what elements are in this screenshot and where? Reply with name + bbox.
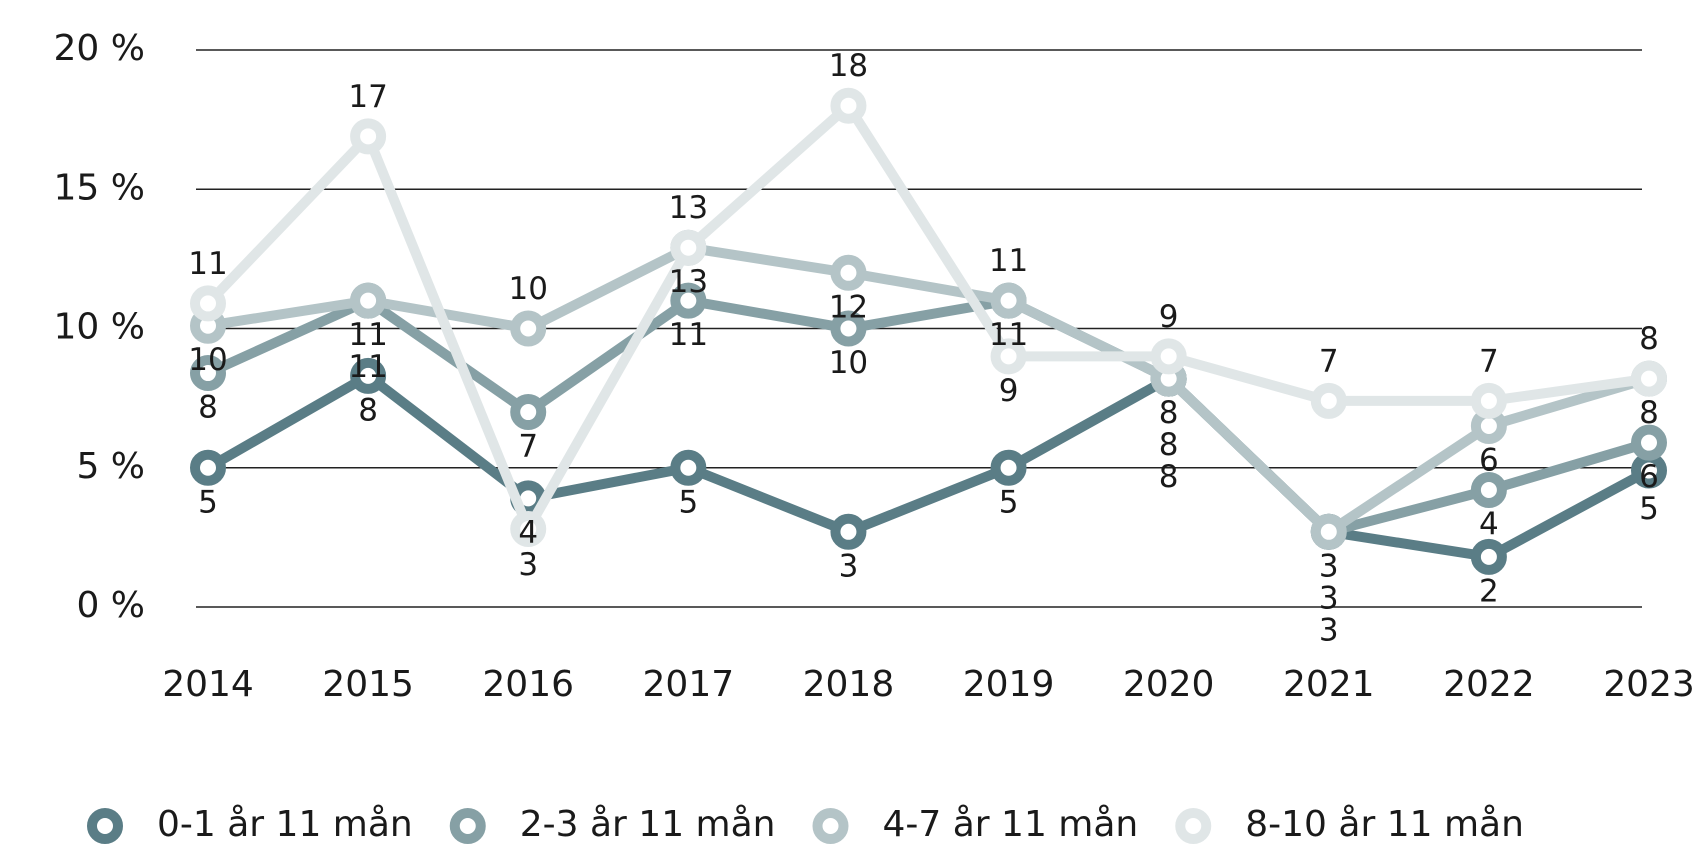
point: [510, 394, 547, 431]
data-label: 3: [1319, 580, 1339, 616]
data-label: 3: [839, 548, 859, 584]
point: [1631, 360, 1667, 397]
data-label: 3: [518, 547, 538, 583]
point: [990, 338, 1027, 375]
legend-label: 4-7 år 11 mån: [883, 804, 1139, 845]
series-line: [204, 100, 1650, 535]
data-label: 8: [358, 392, 378, 428]
y-tick-label: 15 %: [54, 167, 145, 208]
x-tick-label: 2022: [1443, 664, 1535, 705]
data-label: 8: [198, 390, 218, 426]
data-label: 9: [999, 373, 1019, 409]
x-tick-label: 2023: [1603, 664, 1695, 705]
data-label: 10: [188, 342, 227, 378]
point: [190, 355, 226, 392]
y-tick-label: 10 %: [54, 307, 145, 348]
legend-marker: [1175, 808, 1212, 844]
data-label: 11: [188, 246, 227, 282]
series-line: [205, 295, 1651, 537]
legend-marker: [449, 808, 486, 844]
point: [990, 282, 1027, 319]
data-label: 11: [348, 317, 387, 353]
point: [830, 254, 867, 291]
data-label: 7: [1319, 343, 1339, 379]
point: [1310, 382, 1347, 419]
point: [1470, 382, 1507, 419]
point: [990, 449, 1027, 486]
data-label: 17: [348, 79, 387, 115]
data-label: 12: [829, 289, 868, 325]
data-label: 10: [829, 345, 868, 381]
data-label: 8: [1159, 427, 1179, 463]
data-label: 4: [1479, 507, 1499, 543]
data-label: 5: [678, 484, 698, 520]
point: [190, 285, 226, 322]
data-label: 18: [829, 48, 868, 84]
data-label: 6: [1639, 459, 1659, 495]
y-tick-label: 5 %: [76, 446, 145, 487]
data-label: 8: [1159, 395, 1179, 431]
point: [1631, 424, 1667, 461]
point: [510, 310, 547, 347]
point: [670, 282, 707, 319]
data-label: 13: [669, 264, 708, 300]
data-label: 3: [1319, 548, 1339, 584]
point: [350, 118, 387, 155]
data-label: 5: [999, 484, 1019, 520]
data-label: 2: [1479, 573, 1499, 609]
data-label: 4: [518, 515, 538, 551]
x-tick-label: 2019: [963, 664, 1055, 705]
data-label: 9: [1159, 299, 1179, 335]
point: [830, 87, 867, 124]
data-label: 11: [989, 317, 1028, 353]
data-label: 8: [1639, 395, 1659, 431]
data-label: 13: [669, 190, 708, 226]
legend-label: 8-10 år 11 mån: [1245, 804, 1524, 845]
data-label: 11: [989, 243, 1028, 279]
point: [830, 310, 867, 347]
data-label: 8: [1159, 459, 1179, 495]
data-label: 11: [669, 317, 708, 353]
point: [670, 449, 707, 486]
point: [1470, 538, 1507, 575]
x-tick-label: 2014: [162, 664, 254, 705]
x-tick-label: 2018: [803, 664, 895, 705]
legend-label: 0-1 år 11 mån: [157, 804, 413, 845]
data-label: 6: [1479, 442, 1499, 478]
point: [1310, 513, 1347, 550]
point: [350, 282, 387, 319]
data-label: 5: [198, 484, 218, 520]
data-label: 3: [1319, 612, 1339, 648]
legend-label: 2-3 år 11 mån: [520, 804, 776, 845]
y-tick-label: 0 %: [76, 585, 145, 626]
series-line: [207, 242, 1651, 537]
point: [510, 511, 547, 548]
point: [190, 449, 226, 486]
legend-marker: [87, 808, 123, 844]
x-tick-label: 2020: [1123, 664, 1215, 705]
point: [830, 513, 867, 550]
data-label: 10: [508, 271, 547, 307]
point: [350, 357, 387, 394]
point: [670, 229, 707, 266]
x-tick-label: 2021: [1283, 664, 1375, 705]
y-tick-label: 20 %: [54, 28, 145, 69]
point: [1150, 338, 1187, 375]
x-tick-label: 2015: [322, 664, 414, 705]
data-label: 11: [348, 349, 387, 385]
x-tick-label: 2016: [482, 664, 574, 705]
legend-marker: [812, 808, 849, 844]
point: [1470, 472, 1507, 509]
series-line: [205, 370, 1652, 562]
data-label: 7: [518, 429, 538, 465]
x-tick-label: 2017: [643, 664, 735, 705]
data-label: 7: [1479, 343, 1499, 379]
data-label: 8: [1639, 321, 1659, 357]
data-label: 5: [1639, 491, 1659, 527]
